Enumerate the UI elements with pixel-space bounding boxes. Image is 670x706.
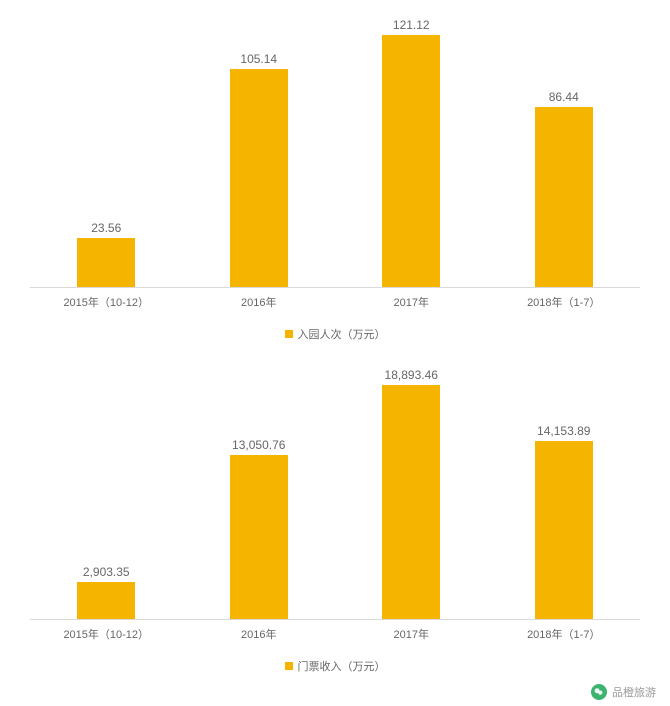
x-axis-label: 2018年（1-7） bbox=[488, 294, 641, 310]
revenue-legend-label: 门票收入（万元） bbox=[298, 658, 386, 674]
bar-value-label: 121.12 bbox=[393, 18, 430, 32]
x-axis-label: 2017年 bbox=[335, 294, 488, 310]
bar bbox=[382, 35, 440, 287]
bar-group: 23.56 bbox=[30, 18, 183, 287]
bar-group: 86.44 bbox=[488, 18, 641, 287]
visitors-plot-area: 23.56 105.14 121.12 86.44 bbox=[30, 18, 640, 288]
x-axis-label: 2016年 bbox=[183, 294, 336, 310]
revenue-legend: 门票收入（万元） bbox=[0, 658, 670, 674]
watermark-text: 品橙旅游 bbox=[612, 684, 656, 700]
bar bbox=[77, 582, 135, 619]
visitors-x-axis: 2015年（10-12）2016年2017年2018年（1-7） bbox=[30, 294, 640, 310]
x-axis-label: 2016年 bbox=[183, 626, 336, 642]
visitors-legend-label: 入园人次（万元） bbox=[298, 326, 386, 342]
bar bbox=[77, 238, 135, 287]
revenue-plot-area: 2,903.35 13,050.76 18,893.46 14,153.89 bbox=[30, 368, 640, 620]
x-axis-label: 2015年（10-12） bbox=[30, 626, 183, 642]
watermark: 品橙旅游 bbox=[591, 684, 656, 700]
bar-group: 14,153.89 bbox=[488, 368, 641, 619]
visitors-legend-swatch bbox=[285, 330, 293, 338]
bar-value-label: 14,153.89 bbox=[537, 424, 590, 438]
bar bbox=[382, 385, 440, 619]
x-axis-label: 2015年（10-12） bbox=[30, 294, 183, 310]
x-axis-label: 2017年 bbox=[335, 626, 488, 642]
visitors-legend: 入园人次（万元） bbox=[0, 326, 670, 342]
bar-value-label: 18,893.46 bbox=[385, 368, 438, 382]
revenue-legend-swatch bbox=[285, 662, 293, 670]
revenue-chart: 2,903.35 13,050.76 18,893.46 14,153.89 2015… bbox=[0, 368, 670, 674]
bar-value-label: 2,903.35 bbox=[83, 565, 130, 579]
revenue-bars-row: 2,903.35 13,050.76 18,893.46 14,153.89 bbox=[30, 368, 640, 619]
revenue-x-axis: 2015年（10-12）2016年2017年2018年（1-7） bbox=[30, 626, 640, 642]
bar-group: 13,050.76 bbox=[183, 368, 336, 619]
bar-group: 121.12 bbox=[335, 18, 488, 287]
visitors-bars-row: 23.56 105.14 121.12 86.44 bbox=[30, 18, 640, 287]
bar bbox=[535, 107, 593, 287]
wechat-icon bbox=[591, 684, 607, 700]
bar-value-label: 105.14 bbox=[240, 52, 277, 66]
bar-group: 18,893.46 bbox=[335, 368, 488, 619]
bar-value-label: 23.56 bbox=[91, 221, 121, 235]
bar bbox=[230, 69, 288, 287]
bar bbox=[230, 455, 288, 619]
bar-value-label: 13,050.76 bbox=[232, 438, 285, 452]
bar bbox=[535, 441, 593, 619]
visitors-chart: 23.56 105.14 121.12 86.44 2015年（10-12）2016年… bbox=[0, 0, 670, 342]
x-axis-label: 2018年（1-7） bbox=[488, 626, 641, 642]
bar-group: 2,903.35 bbox=[30, 368, 183, 619]
bar-group: 105.14 bbox=[183, 18, 336, 287]
bar-value-label: 86.44 bbox=[549, 90, 579, 104]
